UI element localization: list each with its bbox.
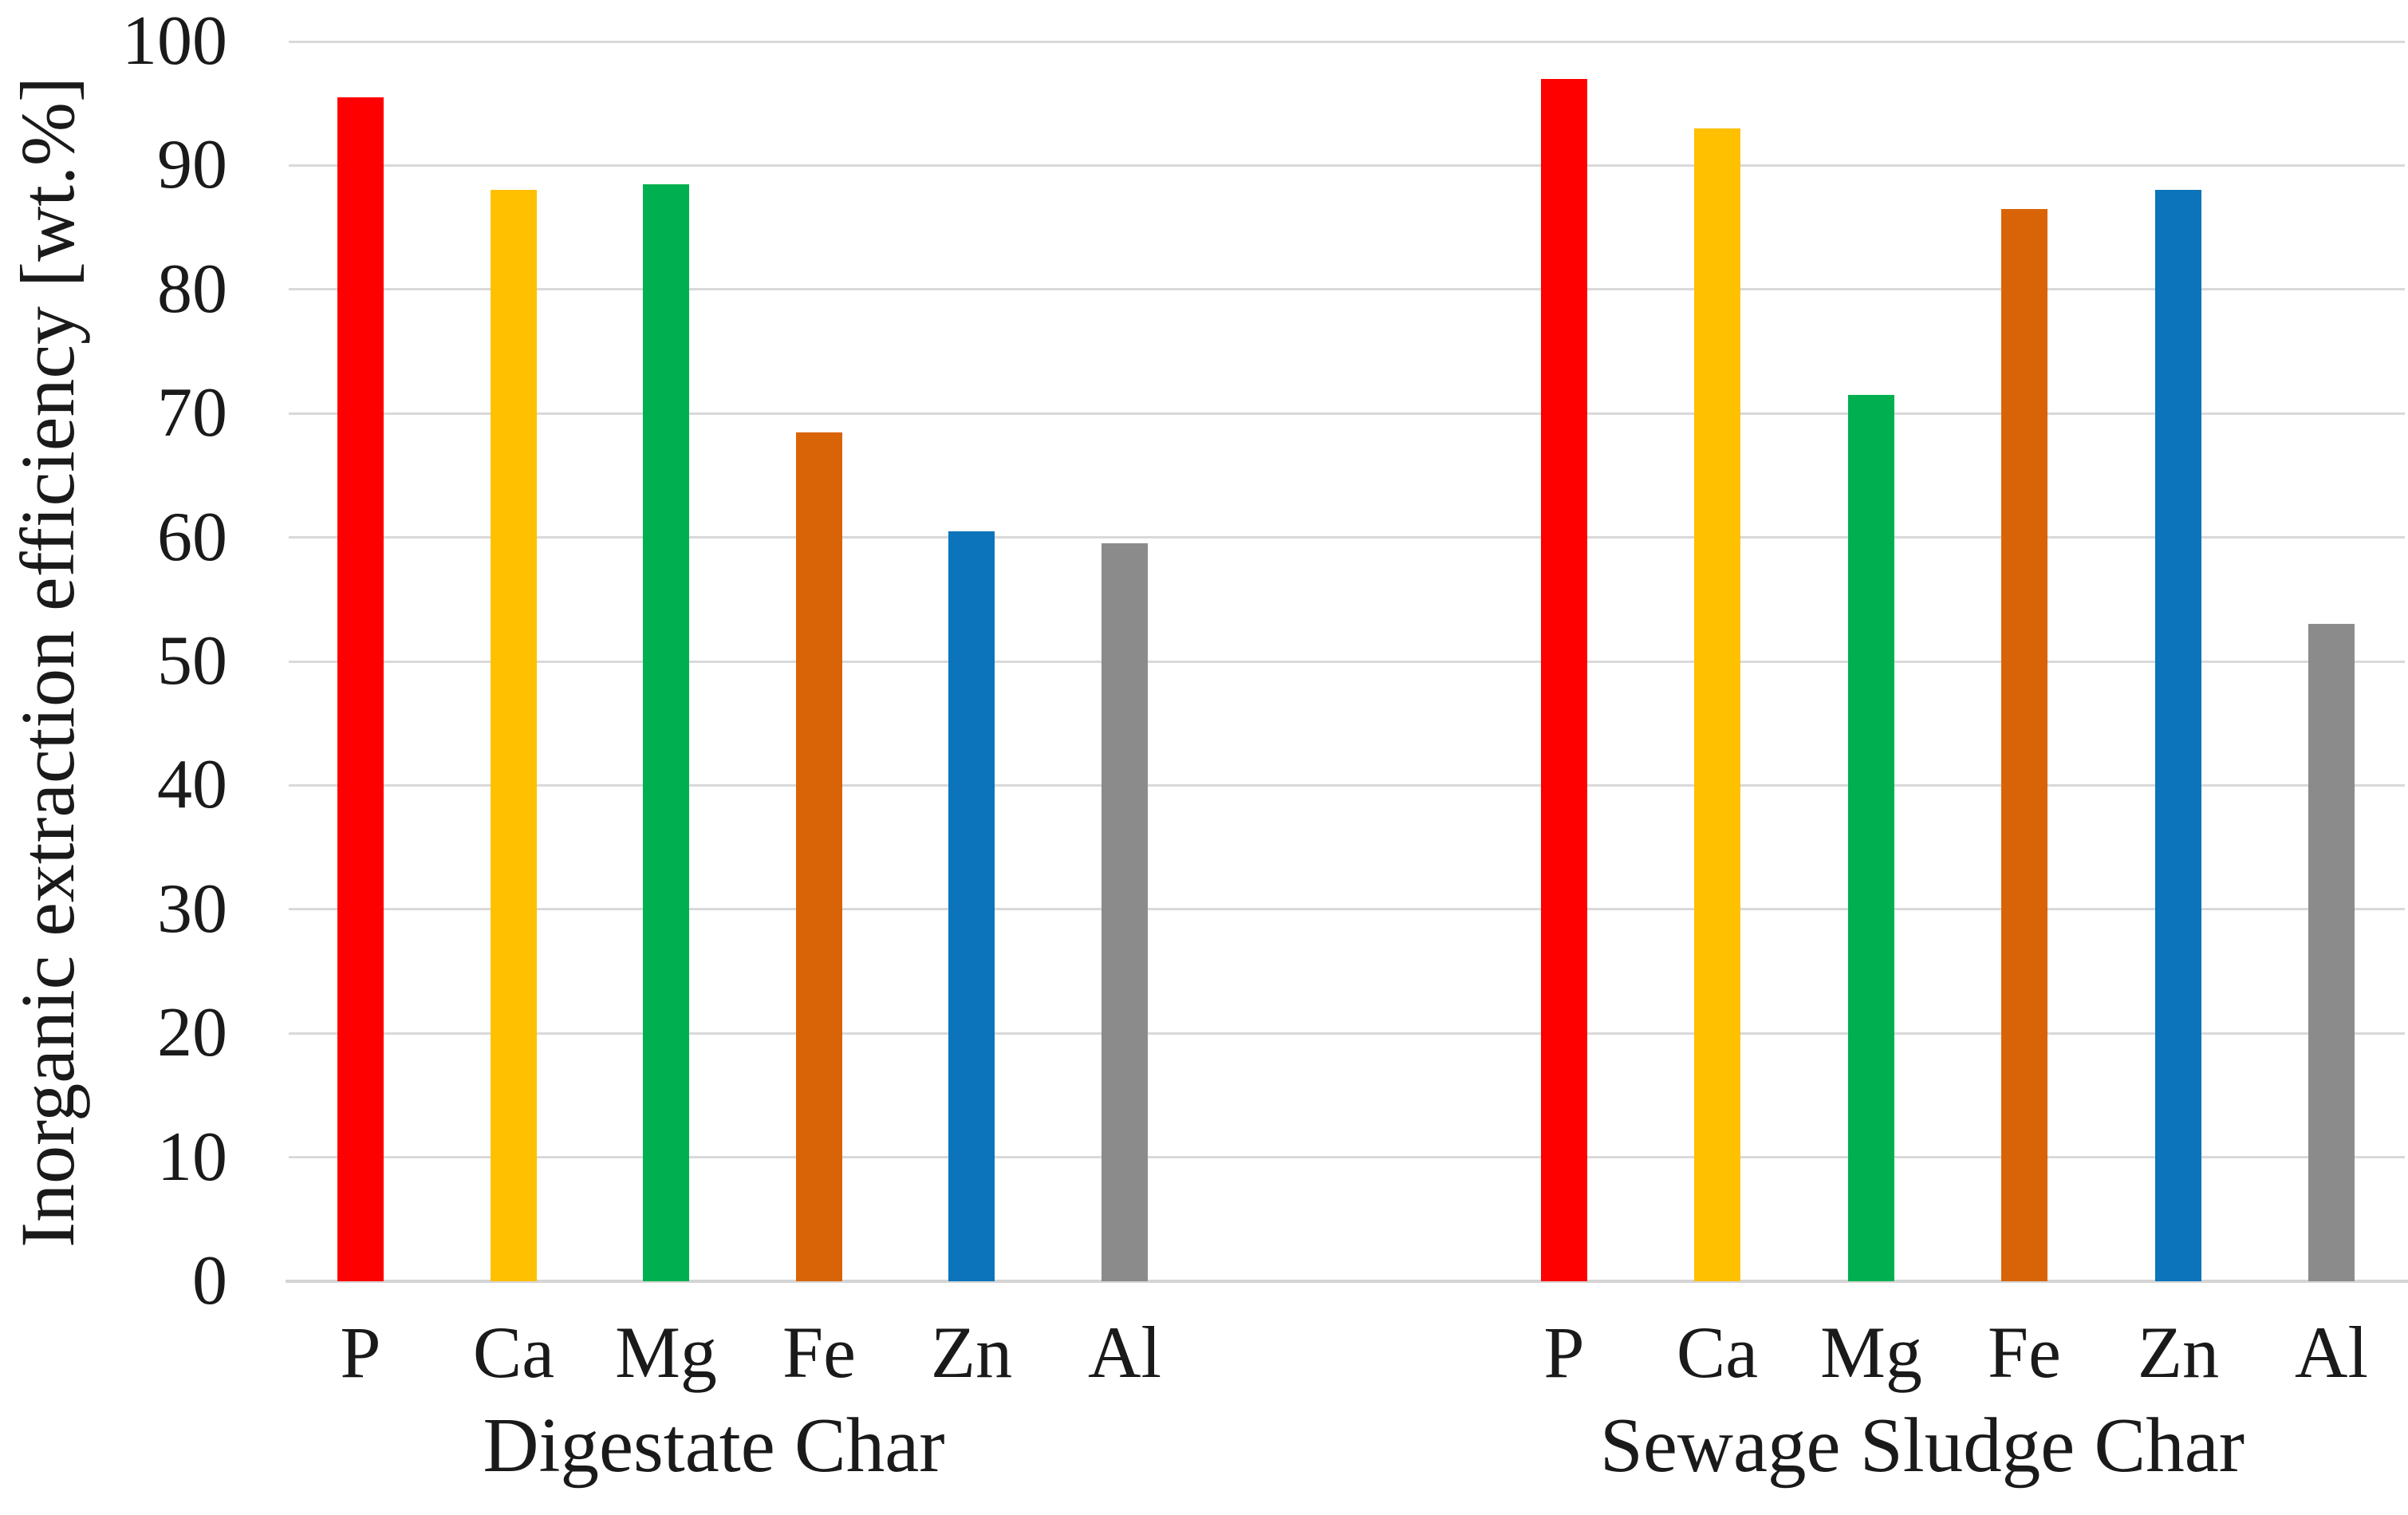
x-category-label-fe-2: Fe — [1988, 1312, 2061, 1393]
bar-sewage-sludge-char-zn — [2155, 190, 2201, 1281]
bar-sewage-sludge-char-p — [1541, 79, 1587, 1281]
gridline-100 — [289, 41, 2405, 43]
bar-digestate-char-al — [1102, 543, 1148, 1281]
y-tick-label-0: 0 — [192, 1242, 227, 1320]
x-category-label-ca-2: Ca — [1676, 1312, 1759, 1393]
bar-sewage-sludge-char-al — [2308, 624, 2355, 1281]
x-category-label-p-1: P — [340, 1312, 381, 1393]
x-category-label-al-1: Al — [1088, 1312, 1161, 1393]
bar-digestate-char-ca — [491, 190, 537, 1281]
x-axis-line — [286, 1280, 2408, 1283]
x-category-label-mg-2: Mg — [1820, 1312, 1922, 1393]
gridline-80 — [289, 288, 2405, 290]
x-category-label-zn-1: Zn — [930, 1312, 1013, 1393]
gridline-70 — [289, 412, 2405, 415]
bar-digestate-char-fe — [796, 432, 842, 1281]
x-category-label-mg-1: Mg — [615, 1312, 717, 1393]
y-tick-label-20: 20 — [157, 994, 227, 1071]
y-tick-label-50: 50 — [157, 622, 227, 700]
x-category-label-ca-1: Ca — [472, 1312, 555, 1393]
y-tick-label-90: 90 — [157, 126, 227, 203]
gridline-60 — [289, 536, 2405, 539]
gridline-50 — [289, 661, 2405, 663]
x-category-label-p-2: P — [1543, 1312, 1585, 1393]
y-tick-label-100: 100 — [122, 2, 227, 80]
bar-sewage-sludge-char-ca — [1694, 128, 1740, 1281]
y-tick-label-80: 80 — [157, 251, 227, 328]
y-tick-label-30: 30 — [157, 870, 227, 948]
gridline-40 — [289, 784, 2405, 787]
bar-digestate-char-p — [337, 97, 384, 1281]
group-label-sewage-sludge-char: Sewage Sludge Char — [1599, 1403, 2245, 1488]
bar-digestate-char-zn — [948, 531, 995, 1281]
gridline-90 — [289, 164, 2405, 167]
group-label-digestate-char: Digestate Char — [483, 1403, 945, 1488]
bar-sewage-sludge-char-mg — [1848, 395, 1894, 1281]
y-tick-label-10: 10 — [157, 1118, 227, 1196]
y-tick-label-70: 70 — [157, 374, 227, 452]
y-tick-label-40: 40 — [157, 746, 227, 823]
x-category-label-zn-2: Zn — [2137, 1312, 2220, 1393]
gridline-10 — [289, 1156, 2405, 1158]
x-category-label-fe-1: Fe — [782, 1312, 856, 1393]
gridline-20 — [289, 1032, 2405, 1035]
bar-sewage-sludge-char-fe — [2001, 209, 2047, 1281]
bar-digestate-char-mg — [643, 184, 689, 1281]
gridline-30 — [289, 908, 2405, 910]
x-category-label-al-2: Al — [2295, 1312, 2368, 1393]
y-tick-label-60: 60 — [157, 499, 227, 576]
